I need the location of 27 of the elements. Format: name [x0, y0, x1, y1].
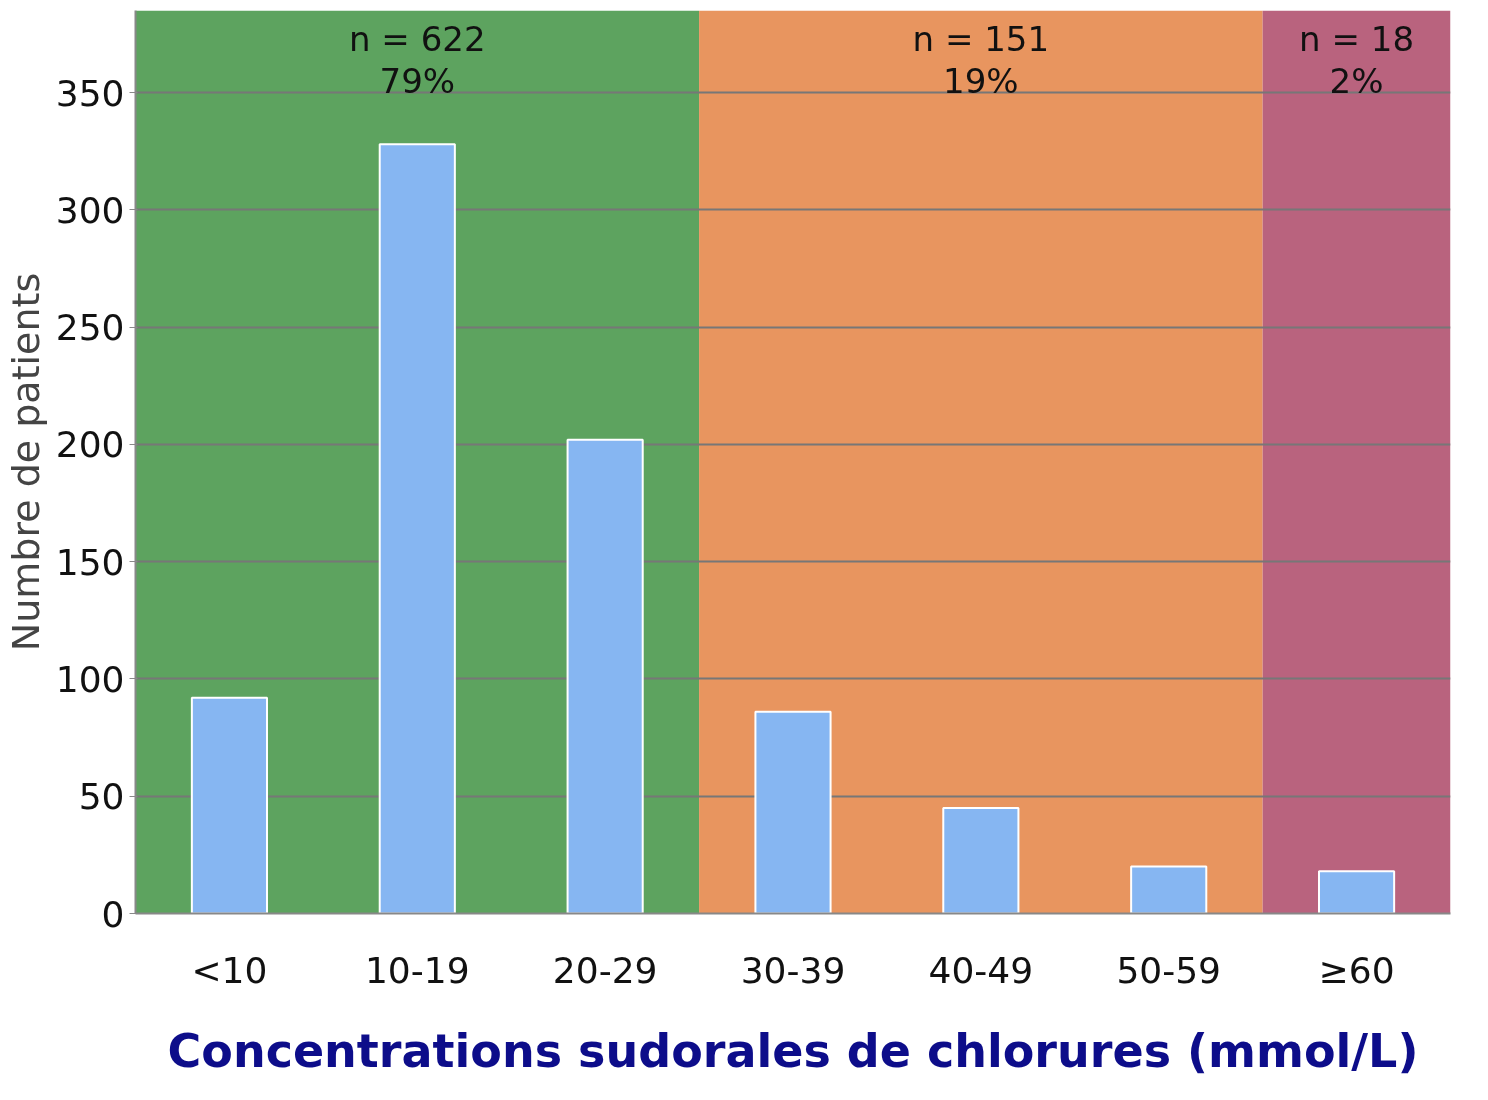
band-label: n = 18 2%	[1299, 18, 1415, 101]
x-tick-label: ≥60	[1318, 949, 1395, 991]
x-axis-title: Concentrations sudorales de chlorures (mmol/L)	[167, 1023, 1419, 1078]
bar	[378, 143, 456, 914]
x-tick-label: 20-29	[552, 949, 658, 991]
band-label: n = 151 19%	[912, 18, 1050, 101]
y-tick-label: 300	[55, 189, 125, 231]
bar	[1318, 870, 1396, 914]
bar	[754, 710, 832, 914]
y-tick-label: 0	[101, 893, 125, 935]
x-tick-label: 30-39	[740, 949, 846, 991]
y-axis-title: Numbre de patients	[3, 272, 48, 652]
y-tick-label: 150	[55, 541, 125, 583]
x-tick-label: 40-49	[928, 949, 1034, 991]
y-tick-label: 200	[55, 424, 125, 466]
y-tick-label: 250	[55, 307, 125, 349]
bar	[942, 806, 1020, 914]
y-tick-label: 350	[55, 72, 125, 114]
bar	[566, 438, 644, 914]
bar	[190, 696, 268, 914]
band-label: n = 622 79%	[349, 18, 486, 101]
x-tick-label: 50-59	[1116, 949, 1222, 991]
y-tick-label: 100	[55, 658, 125, 700]
bar	[1130, 865, 1208, 914]
x-tick-label: <10	[191, 949, 268, 991]
y-tick-label: 50	[78, 776, 125, 818]
x-tick-label: 10-19	[364, 949, 470, 991]
